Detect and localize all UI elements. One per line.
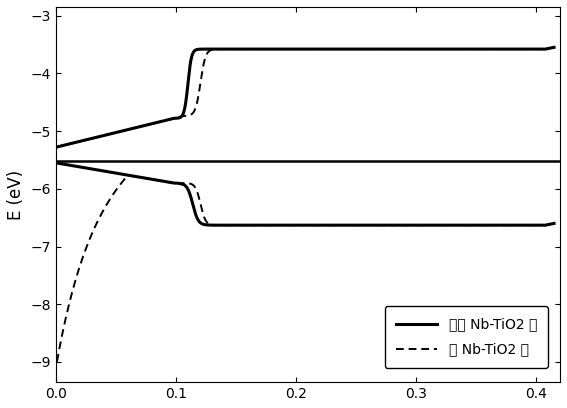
有 Nb-TiO2 层 <box>69 141 75 146</box>
没有 Nb-TiO2 层 <box>551 45 557 50</box>
Legend: 没有 Nb-TiO2 层, 有 Nb-TiO2 层: 没有 Nb-TiO2 层, 有 Nb-TiO2 层 <box>384 306 548 368</box>
没有 Nb-TiO2 层 <box>53 145 60 150</box>
有 Nb-TiO2 层 <box>78 138 85 143</box>
有 Nb-TiO2 层 <box>275 47 282 51</box>
没有 Nb-TiO2 层 <box>77 139 83 144</box>
没有 Nb-TiO2 层 <box>67 141 74 146</box>
Y-axis label: E (eV): E (eV) <box>7 169 25 220</box>
没有 Nb-TiO2 层 <box>487 47 494 51</box>
Line: 没有 Nb-TiO2 层: 没有 Nb-TiO2 层 <box>56 47 554 147</box>
有 Nb-TiO2 层 <box>53 145 60 150</box>
有 Nb-TiO2 层 <box>551 45 557 50</box>
有 Nb-TiO2 层 <box>490 47 497 51</box>
没有 Nb-TiO2 层 <box>109 131 116 136</box>
没有 Nb-TiO2 层 <box>171 116 177 121</box>
Line: 有 Nb-TiO2 层: 有 Nb-TiO2 层 <box>56 47 554 147</box>
没有 Nb-TiO2 层 <box>262 47 269 51</box>
有 Nb-TiO2 层 <box>113 130 120 135</box>
有 Nb-TiO2 层 <box>180 113 187 118</box>
